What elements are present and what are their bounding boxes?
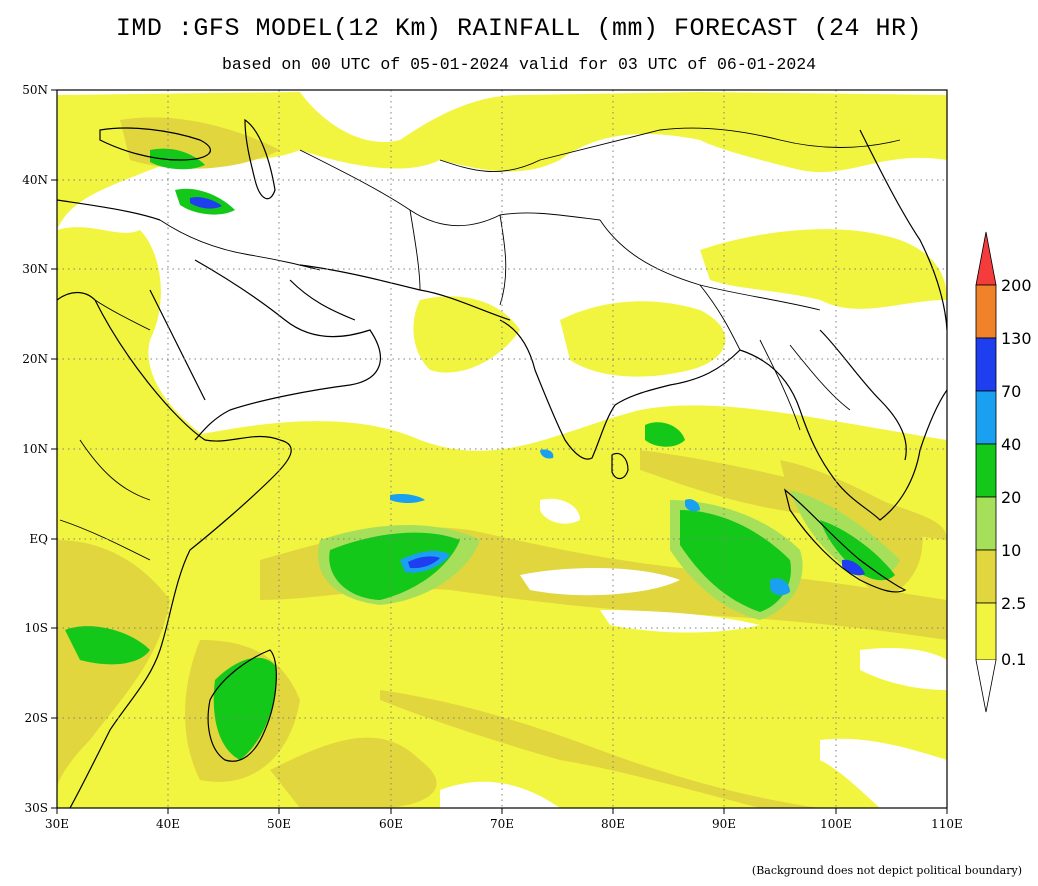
legend-swatch-0.1-2.5 [975, 602, 997, 661]
lat-tick-label: EQ [29, 532, 48, 546]
lat-tick-label: 30S [25, 801, 49, 815]
rain-40-70-east [770, 578, 790, 596]
rain-zone-arabian [413, 296, 520, 373]
coastlines [57, 118, 947, 808]
map-subtitle: based on 00 UTC of 05-01-2024 valid for … [221, 55, 817, 74]
boundary-disclaimer: (Background does not depict political bo… [751, 864, 1022, 877]
rain-20-40-africa [65, 626, 150, 665]
rain-40-70-caspian [190, 197, 222, 209]
rain-70-130-central [408, 556, 440, 569]
dry-patch-1 [520, 568, 680, 596]
rain-20-40-central [329, 532, 460, 600]
legend-arrow-bottom [975, 659, 997, 713]
lon-tick-label: 110E [931, 817, 963, 831]
coast-persian-gulf [289, 279, 356, 321]
legend-swatch-70-130 [975, 337, 997, 392]
legend-swatch-10-20 [975, 496, 997, 551]
legend-label-200: 200 [1001, 276, 1032, 295]
legend-label-130: 130 [1001, 329, 1032, 348]
lon-tick-label: 60E [379, 817, 403, 831]
rain-40-70-coast [540, 449, 554, 459]
rain-20-40-sumatra [820, 520, 895, 581]
dry-patch-2 [600, 610, 760, 633]
legend-label-20: 20 [1001, 488, 1021, 507]
legend-label-40: 40 [1001, 435, 1021, 454]
tick-marks [51, 89, 948, 814]
band-south-2 [380, 690, 820, 808]
coast-china-east [859, 129, 947, 331]
coast-sumatra [783, 488, 907, 593]
legend-labels: 200 130 70 40 20 10 2.5 0.1 [1001, 276, 1032, 669]
lon-tick-label: 70E [490, 817, 514, 831]
coast-caspian [244, 118, 276, 200]
dry-patch-4 [440, 781, 560, 808]
legend-label-2.5: 2.5 [1001, 594, 1026, 613]
dry-patch-5 [820, 738, 947, 808]
lat-tick-label: 50N [22, 83, 48, 97]
rain-20-40-black-sea [150, 148, 205, 170]
rain-zone-east-asia [700, 229, 947, 309]
legend-label-0.1: 0.1 [1001, 650, 1026, 669]
coast-black-sea [99, 127, 211, 161]
legend-arrow-top [975, 231, 997, 286]
map-title: IMD :GFS MODEL(12 Km) RAINFALL (mm) FORE… [115, 14, 923, 43]
band-africa [57, 540, 170, 790]
lat-tick-label: 40N [22, 173, 48, 187]
lat-tick-label: 10N [22, 442, 48, 456]
rain-20-40-east [680, 510, 791, 612]
coast-india [499, 319, 741, 460]
dry-patch-6 [540, 498, 580, 524]
legend-swatch-40-70 [975, 390, 997, 445]
gridlines [57, 90, 947, 808]
legend-label-70: 70 [1001, 382, 1021, 401]
lon-tick-labels: 30E 40E 50E 60E 70E 80E 90E 100E 110E [45, 817, 963, 831]
lat-tick-labels: 50N 40N 30N 20N 10N EQ 10S 20S 30S [22, 83, 48, 815]
lon-tick-label: 100E [820, 817, 852, 831]
coast-red-sea [149, 289, 206, 401]
dry-patch-3 [860, 648, 947, 690]
band-stream-1 [270, 737, 437, 808]
lon-tick-label: 90E [712, 817, 736, 831]
rain-20-40-bay [645, 422, 685, 447]
coast-southeast-asia [739, 349, 947, 521]
rain-20-40-madagascar [213, 657, 276, 760]
lat-tick-label: 20N [22, 352, 48, 366]
legend-swatch-20-40 [975, 443, 997, 498]
lat-tick-label: 10S [25, 621, 49, 635]
legend-label-10: 10 [1001, 541, 1021, 560]
lat-tick-label: 30N [22, 262, 48, 276]
legend-swatch-130-200 [975, 284, 997, 339]
coast-madagascar [207, 649, 277, 762]
lat-tick-label: 20S [25, 711, 49, 725]
rain-zone-central-india [560, 301, 726, 377]
coast-arabian-peninsula [194, 259, 381, 441]
boundaries [59, 127, 901, 561]
rainfall-legend: 200 130 70 40 20 10 2.5 0.1 [975, 231, 1032, 713]
rain-40-70-east2 [685, 499, 700, 512]
coast-mediterranean [57, 199, 161, 221]
legend-swatch-2.5-10 [975, 549, 997, 604]
rain-zone-north [57, 92, 947, 230]
coast-africa-arabia [57, 291, 292, 808]
lon-tick-label: 30E [45, 817, 69, 831]
lon-tick-label: 40E [156, 817, 180, 831]
lon-tick-label: 50E [267, 817, 291, 831]
rain-40-70-north [390, 493, 425, 504]
coast-indochina [819, 329, 907, 461]
coast-sri-lanka [611, 452, 629, 480]
lon-tick-label: 80E [601, 817, 625, 831]
